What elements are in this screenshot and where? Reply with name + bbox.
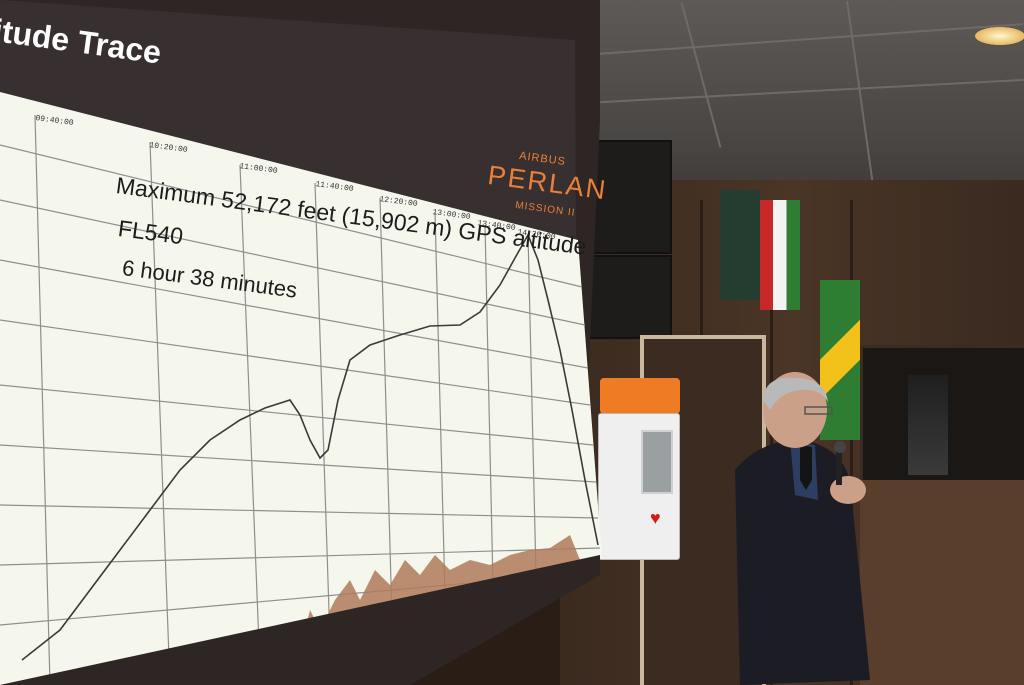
- chart-gridlines: [0, 114, 601, 685]
- wall-panel-seam: [770, 200, 773, 685]
- heart-icon: ♥: [650, 508, 661, 528]
- wood-cabinet: [860, 480, 1024, 685]
- screen-bottom-band: [0, 555, 600, 685]
- chart-screen-area: [0, 92, 602, 685]
- altitude-trace-line: [21, 233, 599, 661]
- wall-panel-seam: [850, 200, 853, 685]
- flag-dark: [720, 190, 760, 300]
- flag-red-white: [760, 200, 800, 310]
- trophy: [908, 375, 948, 475]
- ceiling-light: [975, 27, 1024, 45]
- aed-window: [641, 430, 673, 494]
- orange-case: [600, 378, 680, 414]
- wall-speaker-lower: [588, 255, 672, 339]
